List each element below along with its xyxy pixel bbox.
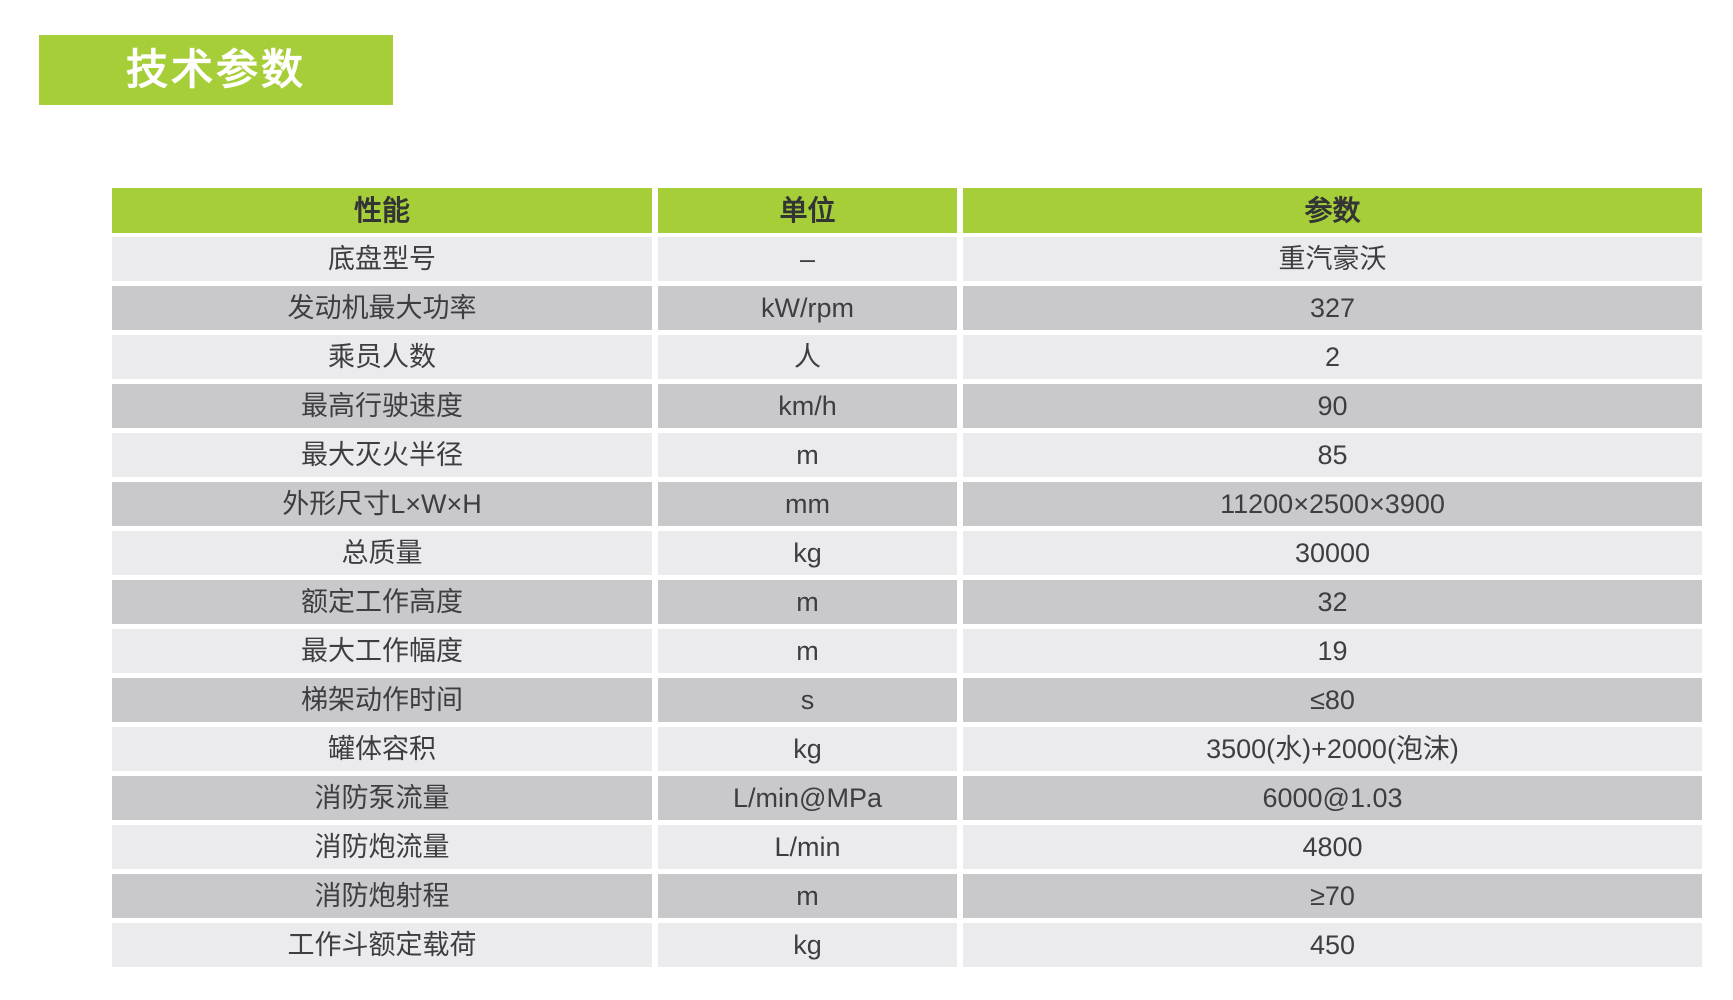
spec-name-cell: 工作斗额定载荷 <box>112 923 652 967</box>
spec-name-cell: 总质量 <box>112 531 652 575</box>
spec-value-cell: ≥70 <box>963 874 1702 918</box>
spec-value-cell: 3500(水)+2000(泡沫) <box>963 727 1702 771</box>
column-header-parameter: 参数 <box>963 188 1702 233</box>
spec-unit-cell: – <box>658 237 957 281</box>
spec-unit-cell: m <box>658 580 957 624</box>
spec-name-cell: 外形尺寸L×W×H <box>112 482 652 526</box>
spec-value-cell: 11200×2500×3900 <box>963 482 1702 526</box>
spec-unit-cell: L/min@MPa <box>658 776 957 820</box>
spec-value-cell: 2 <box>963 335 1702 379</box>
spec-name-cell: 最大灭火半径 <box>112 433 652 477</box>
spec-value-cell: 327 <box>963 286 1702 330</box>
spec-unit-cell: kW/rpm <box>658 286 957 330</box>
spec-value-cell: 85 <box>963 433 1702 477</box>
spec-unit-cell: mm <box>658 482 957 526</box>
column-header-unit: 单位 <box>658 188 957 233</box>
spec-value-cell: 6000@1.03 <box>963 776 1702 820</box>
section-title: 技术参数 <box>125 46 306 93</box>
spec-value-cell: 4800 <box>963 825 1702 869</box>
column-header-performance: 性能 <box>112 188 652 233</box>
spec-name-cell: 发动机最大功率 <box>112 286 652 330</box>
spec-name-cell: 底盘型号 <box>112 237 652 281</box>
spec-name-cell: 最高行驶速度 <box>112 384 652 428</box>
spec-table: 性能 单位 参数 底盘型号 – 重汽豪沃发动机最大功率 kW/rpm 327 乘员人数人 2… <box>112 188 1702 967</box>
spec-unit-cell: kg <box>658 531 957 575</box>
spec-value-cell: 450 <box>963 923 1702 967</box>
spec-name-cell: 额定工作高度 <box>112 580 652 624</box>
spec-name-cell: 消防炮射程 <box>112 874 652 918</box>
spec-unit-cell: 人 <box>658 335 957 379</box>
spec-unit-cell: km/h <box>658 384 957 428</box>
spec-unit-cell: s <box>658 678 957 722</box>
spec-value-cell: 32 <box>963 580 1702 624</box>
spec-value-cell: 30000 <box>963 531 1702 575</box>
spec-name-cell: 梯架动作时间 <box>112 678 652 722</box>
spec-unit-cell: kg <box>658 923 957 967</box>
spec-name-cell: 罐体容积 <box>112 727 652 771</box>
section-title-banner: 技术参数 <box>39 35 393 105</box>
spec-unit-cell: L/min <box>658 825 957 869</box>
spec-value-cell: ≤80 <box>963 678 1702 722</box>
spec-name-cell: 乘员人数 <box>112 335 652 379</box>
spec-unit-cell: kg <box>658 727 957 771</box>
spec-value-cell: 重汽豪沃 <box>963 237 1702 281</box>
spec-name-cell: 最大工作幅度 <box>112 629 652 673</box>
spec-value-cell: 90 <box>963 384 1702 428</box>
spec-unit-cell: m <box>658 874 957 918</box>
spec-unit-cell: m <box>658 433 957 477</box>
spec-name-cell: 消防炮流量 <box>112 825 652 869</box>
spec-unit-cell: m <box>658 629 957 673</box>
spec-name-cell: 消防泵流量 <box>112 776 652 820</box>
spec-value-cell: 19 <box>963 629 1702 673</box>
